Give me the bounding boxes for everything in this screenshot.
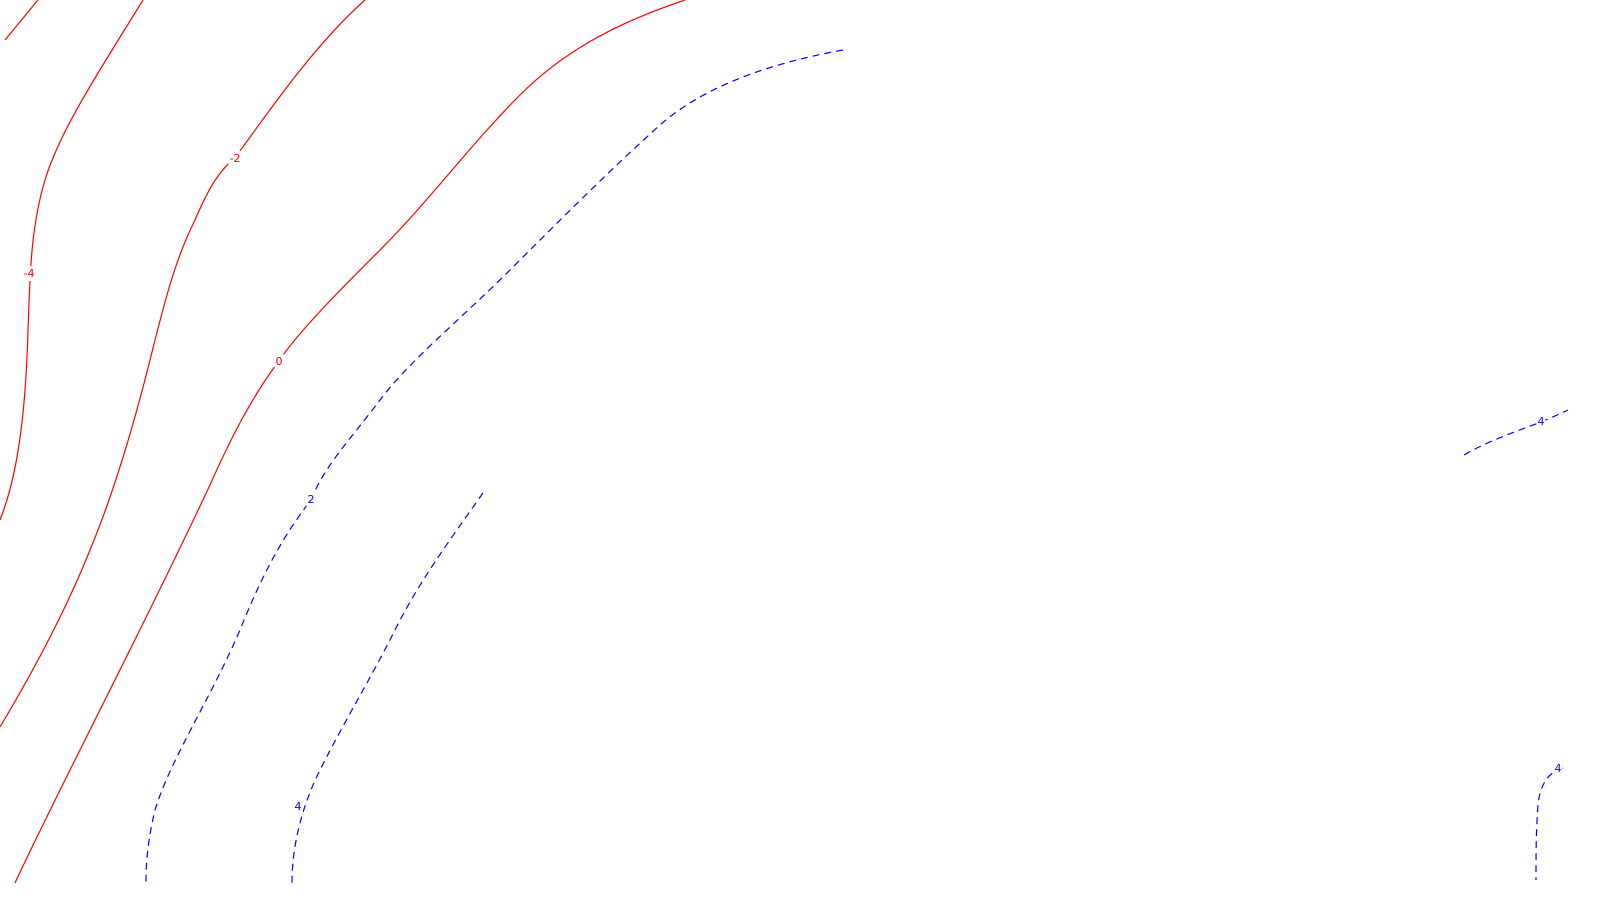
contour-line-level-2 — [145, 49, 844, 884]
contour-label-background — [22, 266, 36, 281]
contour-line-level-minus-2 — [234, 0, 366, 159]
contour-label-2: 2 — [308, 493, 315, 506]
contour-label-background — [1553, 761, 1563, 776]
contour-line-level-4-right-lower — [1535, 767, 1564, 881]
contour-label-4-right-upper: 4 — [1538, 415, 1545, 428]
contour-line-level-0 — [14, 0, 686, 884]
contour-line-level-minus-4 — [0, 0, 144, 521]
contour-label-4-right-lower: 4 — [1555, 762, 1562, 775]
contour-label-background — [228, 151, 242, 166]
contour-line-level-4-left — [291, 492, 484, 884]
contour-label-background — [293, 799, 303, 814]
contour-label-background — [274, 354, 284, 369]
contour-label-minus-4: -4 — [24, 267, 35, 280]
contour-line-level-4-right-upper — [1463, 409, 1569, 456]
contour-line-level-minus-4-lower — [0, 157, 236, 728]
contour-label-0: 0 — [276, 355, 283, 368]
contour-label-4-left: 4 — [295, 800, 302, 813]
contour-line-edge-fragment — [4, 0, 39, 41]
contour-label-minus-2: -2 — [230, 152, 241, 165]
contour-label-background — [306, 492, 316, 507]
contour-label-background — [1536, 414, 1546, 429]
